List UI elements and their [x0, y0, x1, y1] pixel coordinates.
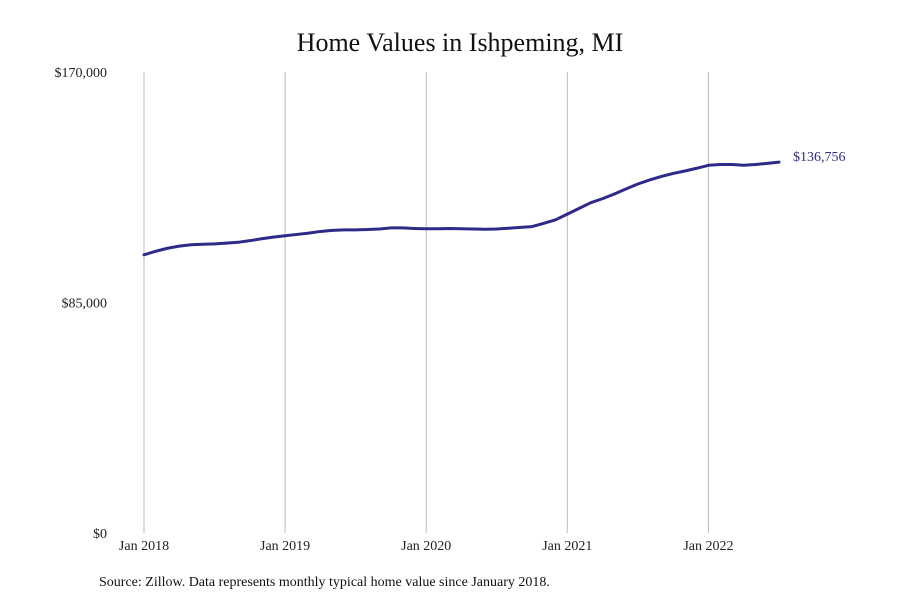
- y-tick-label: $0: [93, 527, 107, 542]
- x-tick-label: Jan 2021: [542, 539, 592, 554]
- data-point: [765, 162, 769, 165]
- data-point: [566, 212, 569, 216]
- x-tick-label: Jan 2018: [119, 539, 169, 554]
- y-tick-label: $170,000: [55, 66, 108, 81]
- data-point: [236, 241, 240, 244]
- data-point: [660, 175, 663, 178]
- data-point: [272, 235, 275, 239]
- data-point: [483, 227, 487, 231]
- data-point: [671, 172, 675, 175]
- data-point: [330, 229, 334, 232]
- data-point: [695, 166, 698, 170]
- data-point: [377, 227, 381, 231]
- data-point: [307, 231, 310, 235]
- gridlines: [143, 72, 709, 533]
- data-point: [777, 160, 781, 164]
- data-point: [730, 163, 734, 166]
- data-point: [542, 222, 546, 225]
- x-tick-label: Jan 2019: [260, 539, 310, 554]
- x-tick-label: Jan 2022: [683, 539, 733, 554]
- data-point: [754, 163, 757, 166]
- data-point: [742, 163, 746, 167]
- data-point: [530, 225, 534, 228]
- data-point: [189, 243, 193, 247]
- data-point: [166, 246, 169, 250]
- data-point: [624, 187, 628, 191]
- data-point: [577, 207, 581, 210]
- data-point: [648, 178, 651, 182]
- data-point: [495, 227, 499, 231]
- data-point: [554, 218, 557, 222]
- data-point: [248, 239, 252, 242]
- data-point: [424, 227, 428, 231]
- data-point: [636, 182, 640, 186]
- data-point: [295, 233, 299, 236]
- x-axis: Jan 2018 Jan 2019 Jan 2020 Jan 2021 Jan 2022: [119, 539, 734, 554]
- series-layer: $136,756: [142, 150, 846, 257]
- data-point: [519, 226, 522, 229]
- data-point: [319, 230, 322, 233]
- data-point: [201, 242, 205, 246]
- data-point: [342, 228, 346, 232]
- data-point: [471, 227, 475, 231]
- data-point: [283, 234, 287, 238]
- data-point: [718, 163, 722, 166]
- data-point: [366, 228, 369, 231]
- data-point: [260, 237, 263, 241]
- x-tick-label: Jan 2020: [401, 539, 451, 554]
- data-point: [460, 227, 463, 231]
- chart-title: Home Values in Ishpeming, MI: [297, 28, 624, 57]
- source-note: Source: Zillow. Data represents monthly …: [99, 575, 550, 590]
- data-point: [177, 244, 181, 248]
- data-point: [589, 201, 593, 205]
- data-point: [213, 242, 216, 246]
- data-point: [154, 249, 158, 253]
- series-line: [142, 160, 781, 257]
- data-point: [401, 226, 405, 230]
- data-point: [436, 227, 440, 231]
- data-point: [354, 228, 357, 232]
- y-axis: $0 $85,000 $170,000: [55, 66, 108, 542]
- data-point: [389, 226, 393, 230]
- data-point: [448, 227, 452, 230]
- data-point: [413, 227, 416, 230]
- end-value-label: $136,756: [793, 150, 846, 165]
- data-point: [601, 197, 604, 200]
- y-tick-label: $85,000: [62, 297, 108, 312]
- data-point: [613, 192, 616, 196]
- data-point: [142, 253, 146, 257]
- data-point: [507, 226, 510, 230]
- data-point: [683, 169, 687, 173]
- data-point: [707, 163, 710, 167]
- data-point: [225, 241, 228, 245]
